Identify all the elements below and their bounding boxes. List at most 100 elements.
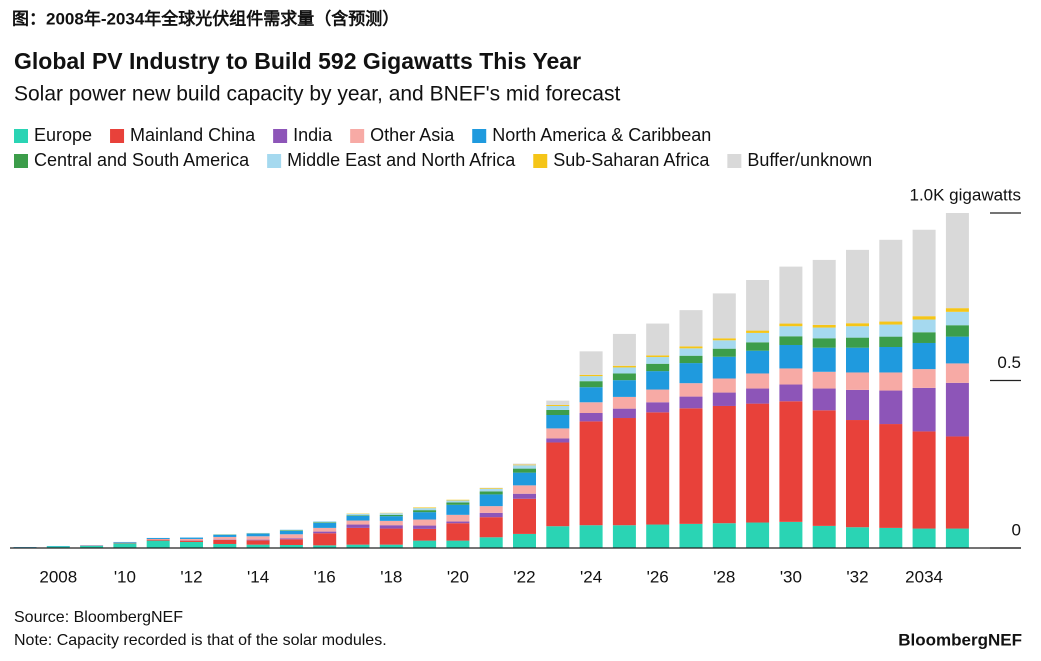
- bar-segment: [712, 340, 736, 349]
- bar-segment: [146, 538, 170, 540]
- brand: BloombergNEF: [898, 630, 1022, 649]
- bar-segment: [912, 431, 936, 529]
- bar-segment: [646, 412, 670, 525]
- bar-segment: [313, 527, 337, 532]
- bar-segment: [779, 266, 803, 324]
- bar-segment: [945, 213, 969, 309]
- bar-segment: [346, 527, 370, 545]
- bar-segment: [945, 363, 969, 383]
- legend-swatch: [472, 129, 487, 143]
- bar-segment: [612, 418, 636, 526]
- bar-segment: [846, 420, 869, 528]
- bar-segment: [546, 442, 570, 527]
- bar-segment: [479, 517, 503, 538]
- bar-segment: [546, 415, 570, 429]
- bar-segment: [846, 372, 869, 390]
- bar-segment: [413, 525, 437, 529]
- x-tick-label: 2008: [39, 567, 77, 586]
- bar-segment: [180, 538, 203, 541]
- legend-swatch: [14, 154, 28, 168]
- bar-segment: [779, 521, 803, 548]
- bar-segment: [180, 541, 203, 548]
- bar-segment: [712, 338, 736, 341]
- bar-segment: [546, 526, 570, 548]
- bar-segment: [546, 400, 570, 405]
- x-tick-label: '30: [780, 567, 802, 586]
- bar-segment: [679, 346, 703, 349]
- bar-segment: [812, 410, 836, 526]
- bar-segment: [579, 376, 603, 382]
- bar-segment: [346, 524, 370, 528]
- bar-segment: [612, 525, 636, 548]
- bar-segment: [912, 387, 936, 432]
- bar-segment: [712, 356, 736, 379]
- legend-swatch: [267, 154, 282, 168]
- bar-segment: [379, 544, 403, 548]
- bar-segment: [479, 494, 503, 507]
- bar-segment: [846, 337, 869, 348]
- bar-segment: [779, 401, 803, 522]
- bar-segment: [146, 540, 170, 548]
- bar-segment: [945, 311, 969, 326]
- bar-segment: [712, 348, 736, 357]
- bar-segment: [413, 540, 437, 548]
- bar-segment: [379, 520, 403, 526]
- bar-segment: [279, 538, 303, 540]
- bar-segment: [46, 546, 70, 548]
- bar-segment: [313, 533, 337, 546]
- bar-segment: [846, 323, 869, 327]
- bar-segment: [945, 325, 969, 337]
- bar-segment: [612, 367, 636, 374]
- bar-segment: [612, 373, 636, 381]
- bar-segment: [579, 421, 603, 526]
- bar-segment: [279, 530, 303, 531]
- bar-segment: [446, 540, 470, 548]
- bar-segment: [679, 408, 703, 524]
- bar-segment: [646, 524, 670, 548]
- bar-segment: [646, 323, 670, 356]
- x-tick-label: '32: [846, 567, 868, 586]
- bar-segment: [612, 365, 636, 368]
- bar-segment: [779, 323, 803, 327]
- bar-segment: [479, 506, 503, 513]
- bar-segment: [479, 488, 503, 492]
- bar-segment: [246, 536, 270, 540]
- header: 图：2008年-2034年全球光伏组件需求量（含预测）: [12, 8, 399, 28]
- bar-segment: [912, 528, 936, 548]
- bar-segment: [379, 525, 403, 529]
- y-tick-label: 0: [1012, 520, 1021, 539]
- bar-segment: [479, 491, 503, 495]
- bar-segment: [146, 537, 170, 539]
- bar-segment: [779, 336, 803, 345]
- legend-label: Sub-Saharan Africa: [553, 150, 710, 170]
- bar-segment: [646, 371, 670, 390]
- bar-segment: [346, 520, 370, 525]
- source: Source: BloombergNEF: [14, 609, 183, 626]
- x-tick-label: '14: [247, 567, 269, 586]
- bar-segment: [479, 512, 503, 518]
- bar-segment: [346, 515, 370, 516]
- bar-segment: [579, 374, 603, 377]
- bar-segment: [612, 380, 636, 397]
- x-tick-label: '20: [447, 567, 469, 586]
- bar-segment: [679, 523, 703, 548]
- bar-segment: [879, 390, 903, 425]
- bar-segment: [712, 293, 736, 339]
- bar-segment: [612, 396, 636, 409]
- bar-segment: [413, 508, 437, 511]
- bar-segment: [379, 528, 403, 545]
- x-tick-label: '12: [180, 567, 202, 586]
- y-tick-label: 0.5: [997, 353, 1021, 372]
- bar-segment: [646, 355, 670, 358]
- bar-segment: [279, 544, 303, 548]
- chart-title: Global PV Industry to Build 592 Gigawatt…: [14, 48, 581, 74]
- bar-segment: [679, 383, 703, 397]
- bar-segment: [746, 330, 770, 333]
- legend-swatch: [14, 129, 28, 143]
- bar-segment: [446, 514, 470, 522]
- bar-segment: [846, 527, 869, 548]
- bar-segment: [213, 539, 237, 544]
- x-tick-label: '28: [713, 567, 735, 586]
- legend-label: Europe: [34, 125, 92, 145]
